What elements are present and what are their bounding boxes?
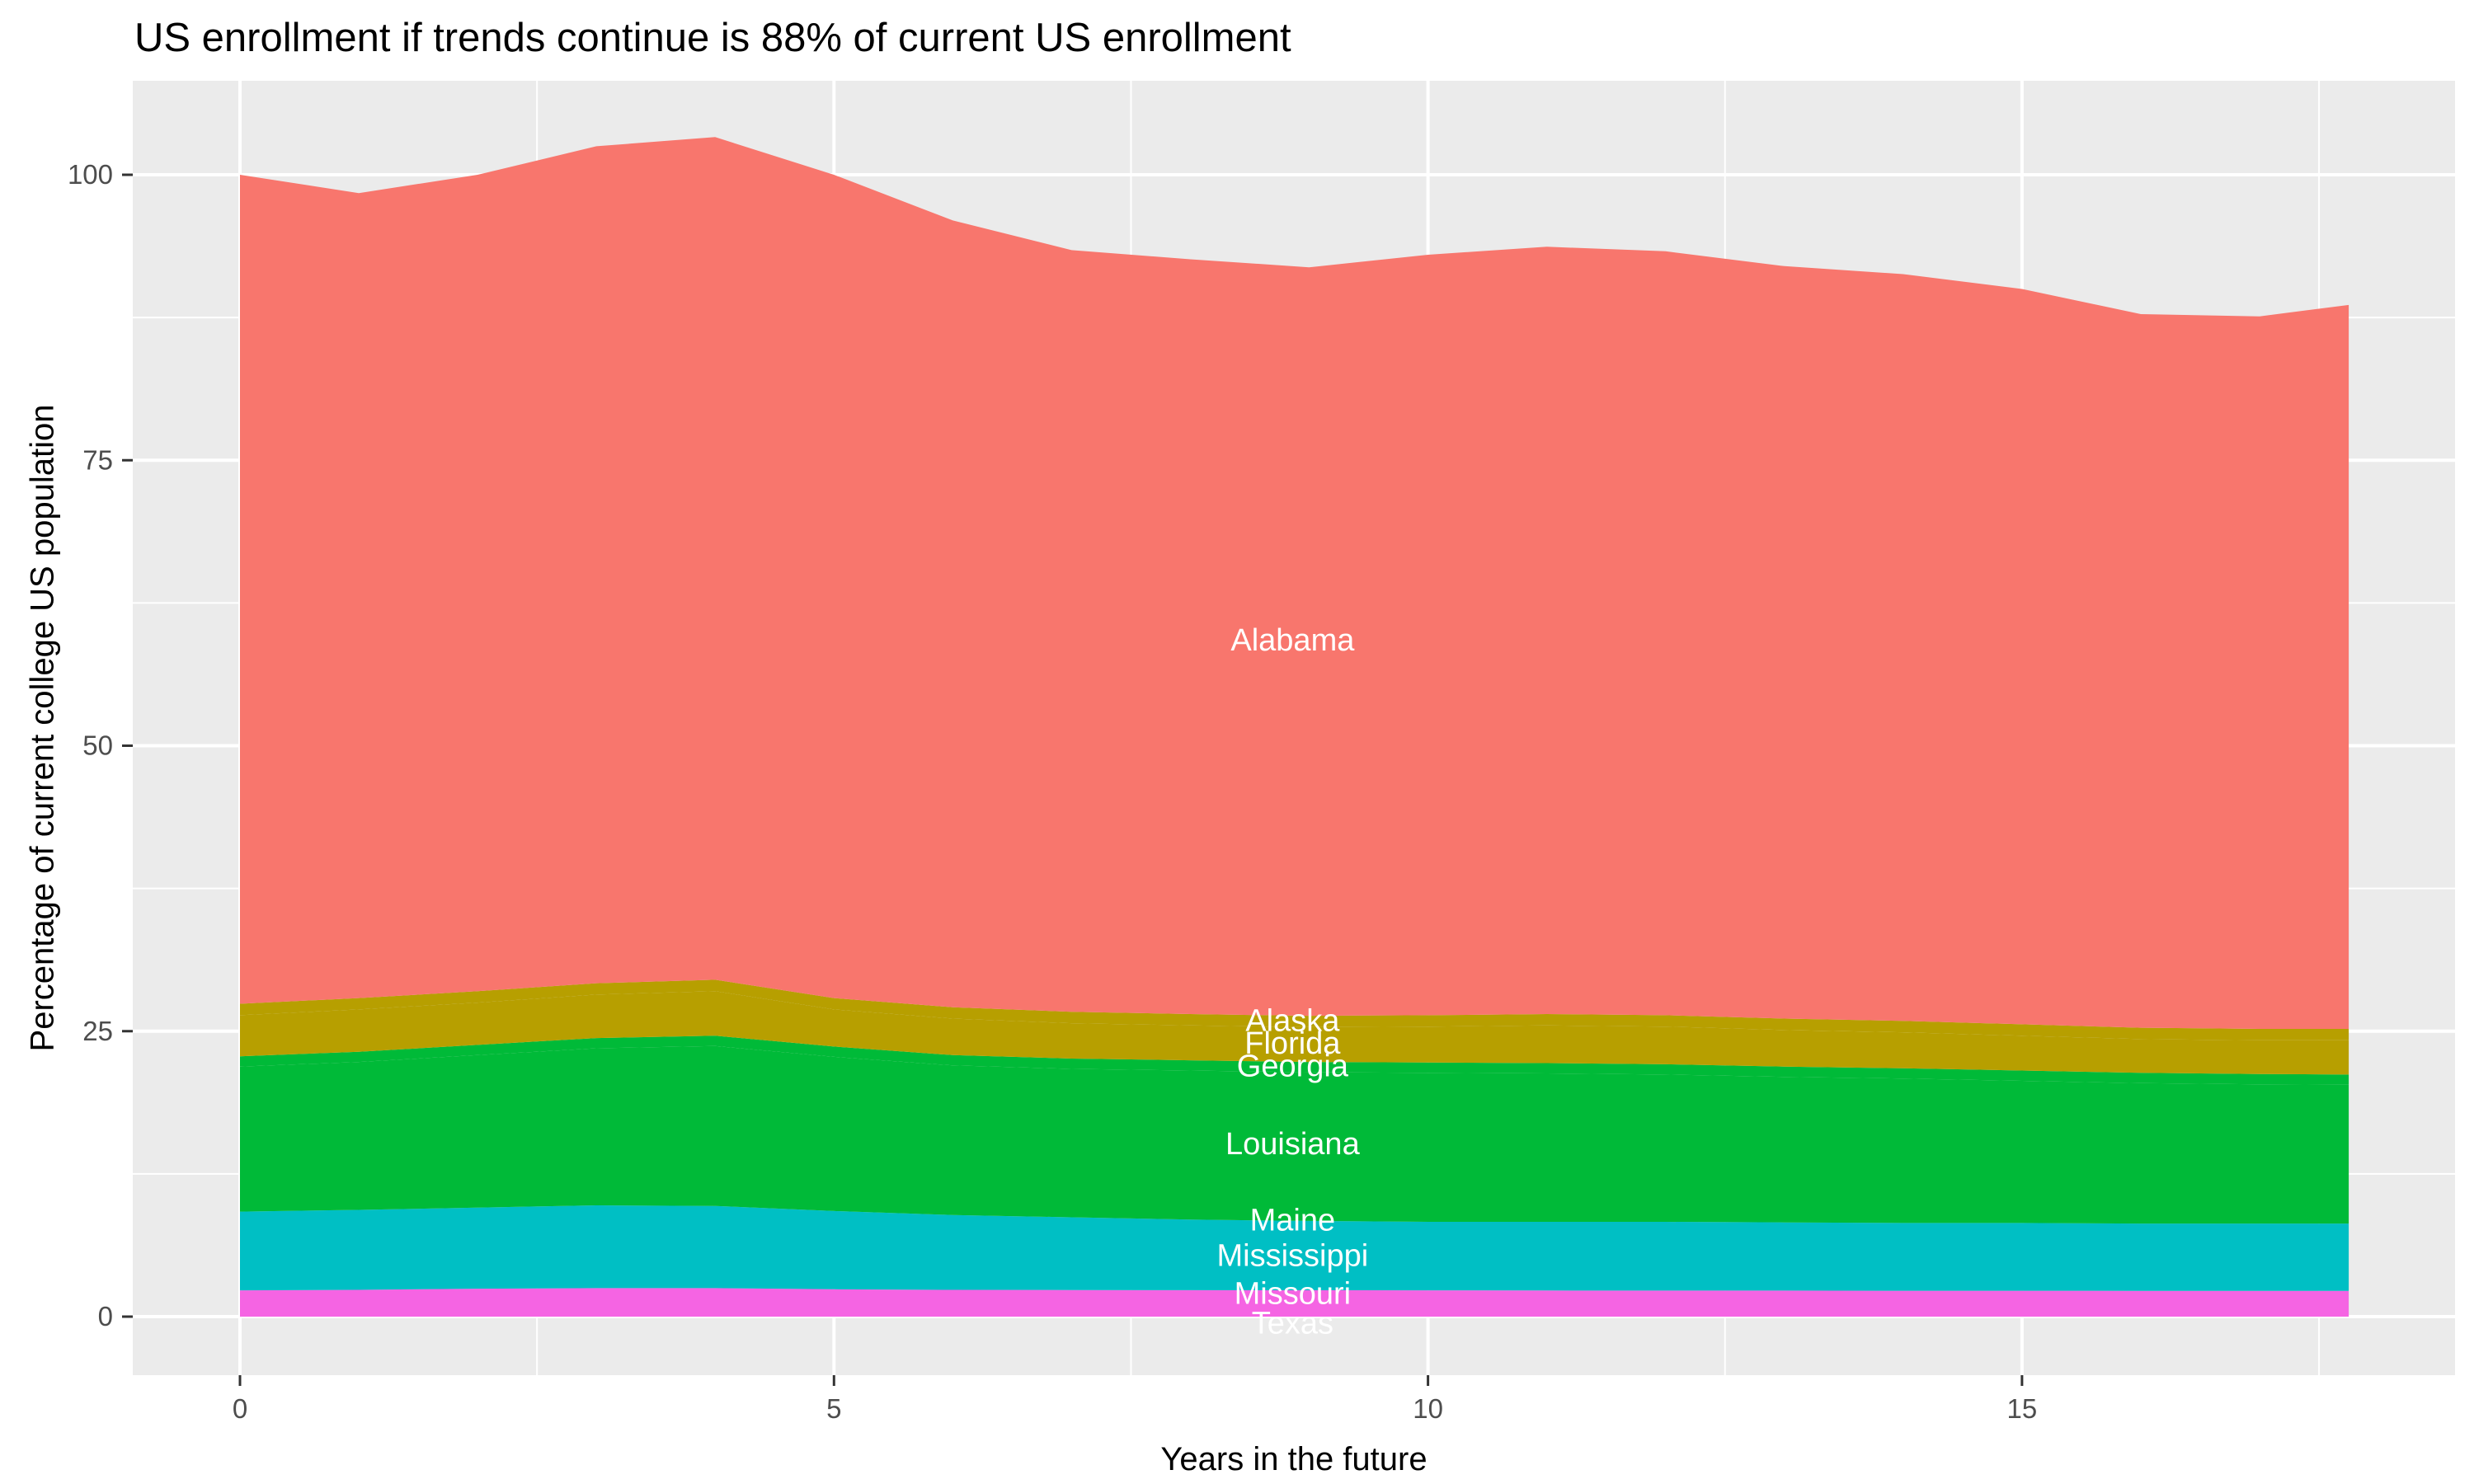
state-label-missouri: Missouri: [1235, 1276, 1351, 1311]
y-tick-label: 75: [82, 444, 113, 475]
y-tick-label: 0: [98, 1301, 113, 1331]
y-tick-label: 25: [82, 1016, 113, 1046]
area-alabama: [240, 137, 2349, 1029]
x-tick-label: 15: [2007, 1393, 2038, 1424]
state-label-florida: Florida: [1244, 1026, 1341, 1061]
state-label-louisiana: Louisiana: [1225, 1127, 1361, 1162]
tick-labels: 0 5 10 15 0 25 50 75 100: [68, 159, 2037, 1424]
y-tick-label: 100: [68, 159, 113, 190]
state-label-texas: Texas: [1252, 1306, 1333, 1341]
y-tick-label: 50: [82, 730, 113, 761]
state-label-alabama: Alabama: [1230, 623, 1355, 658]
state-label-georgia: Georgia: [1237, 1050, 1349, 1084]
x-tick-label: 5: [826, 1393, 841, 1424]
area-mississippi: [240, 1205, 2349, 1291]
axis-ticks: [122, 173, 2024, 1386]
state-label-maine: Maine: [1250, 1204, 1336, 1238]
area-alaska: [240, 979, 2349, 1040]
y-axis-title: Percentage of current college US populat…: [24, 404, 61, 1052]
area-florida: [240, 991, 2349, 1075]
x-axis-title: Years in the future: [1160, 1441, 1427, 1477]
area-series: [240, 137, 2349, 1317]
chart-title: US enrollment if trends continue is 88% …: [134, 16, 1291, 60]
x-tick-label: 10: [1413, 1393, 1443, 1424]
state-label-mississippi: Mississippi: [1217, 1239, 1369, 1274]
area-georgia: [240, 1036, 2349, 1085]
area-louisiana: [240, 1045, 2349, 1224]
state-label-alaska: Alaska: [1245, 1003, 1340, 1038]
area-texas: [240, 1288, 2349, 1317]
x-tick-label: 0: [233, 1393, 247, 1424]
